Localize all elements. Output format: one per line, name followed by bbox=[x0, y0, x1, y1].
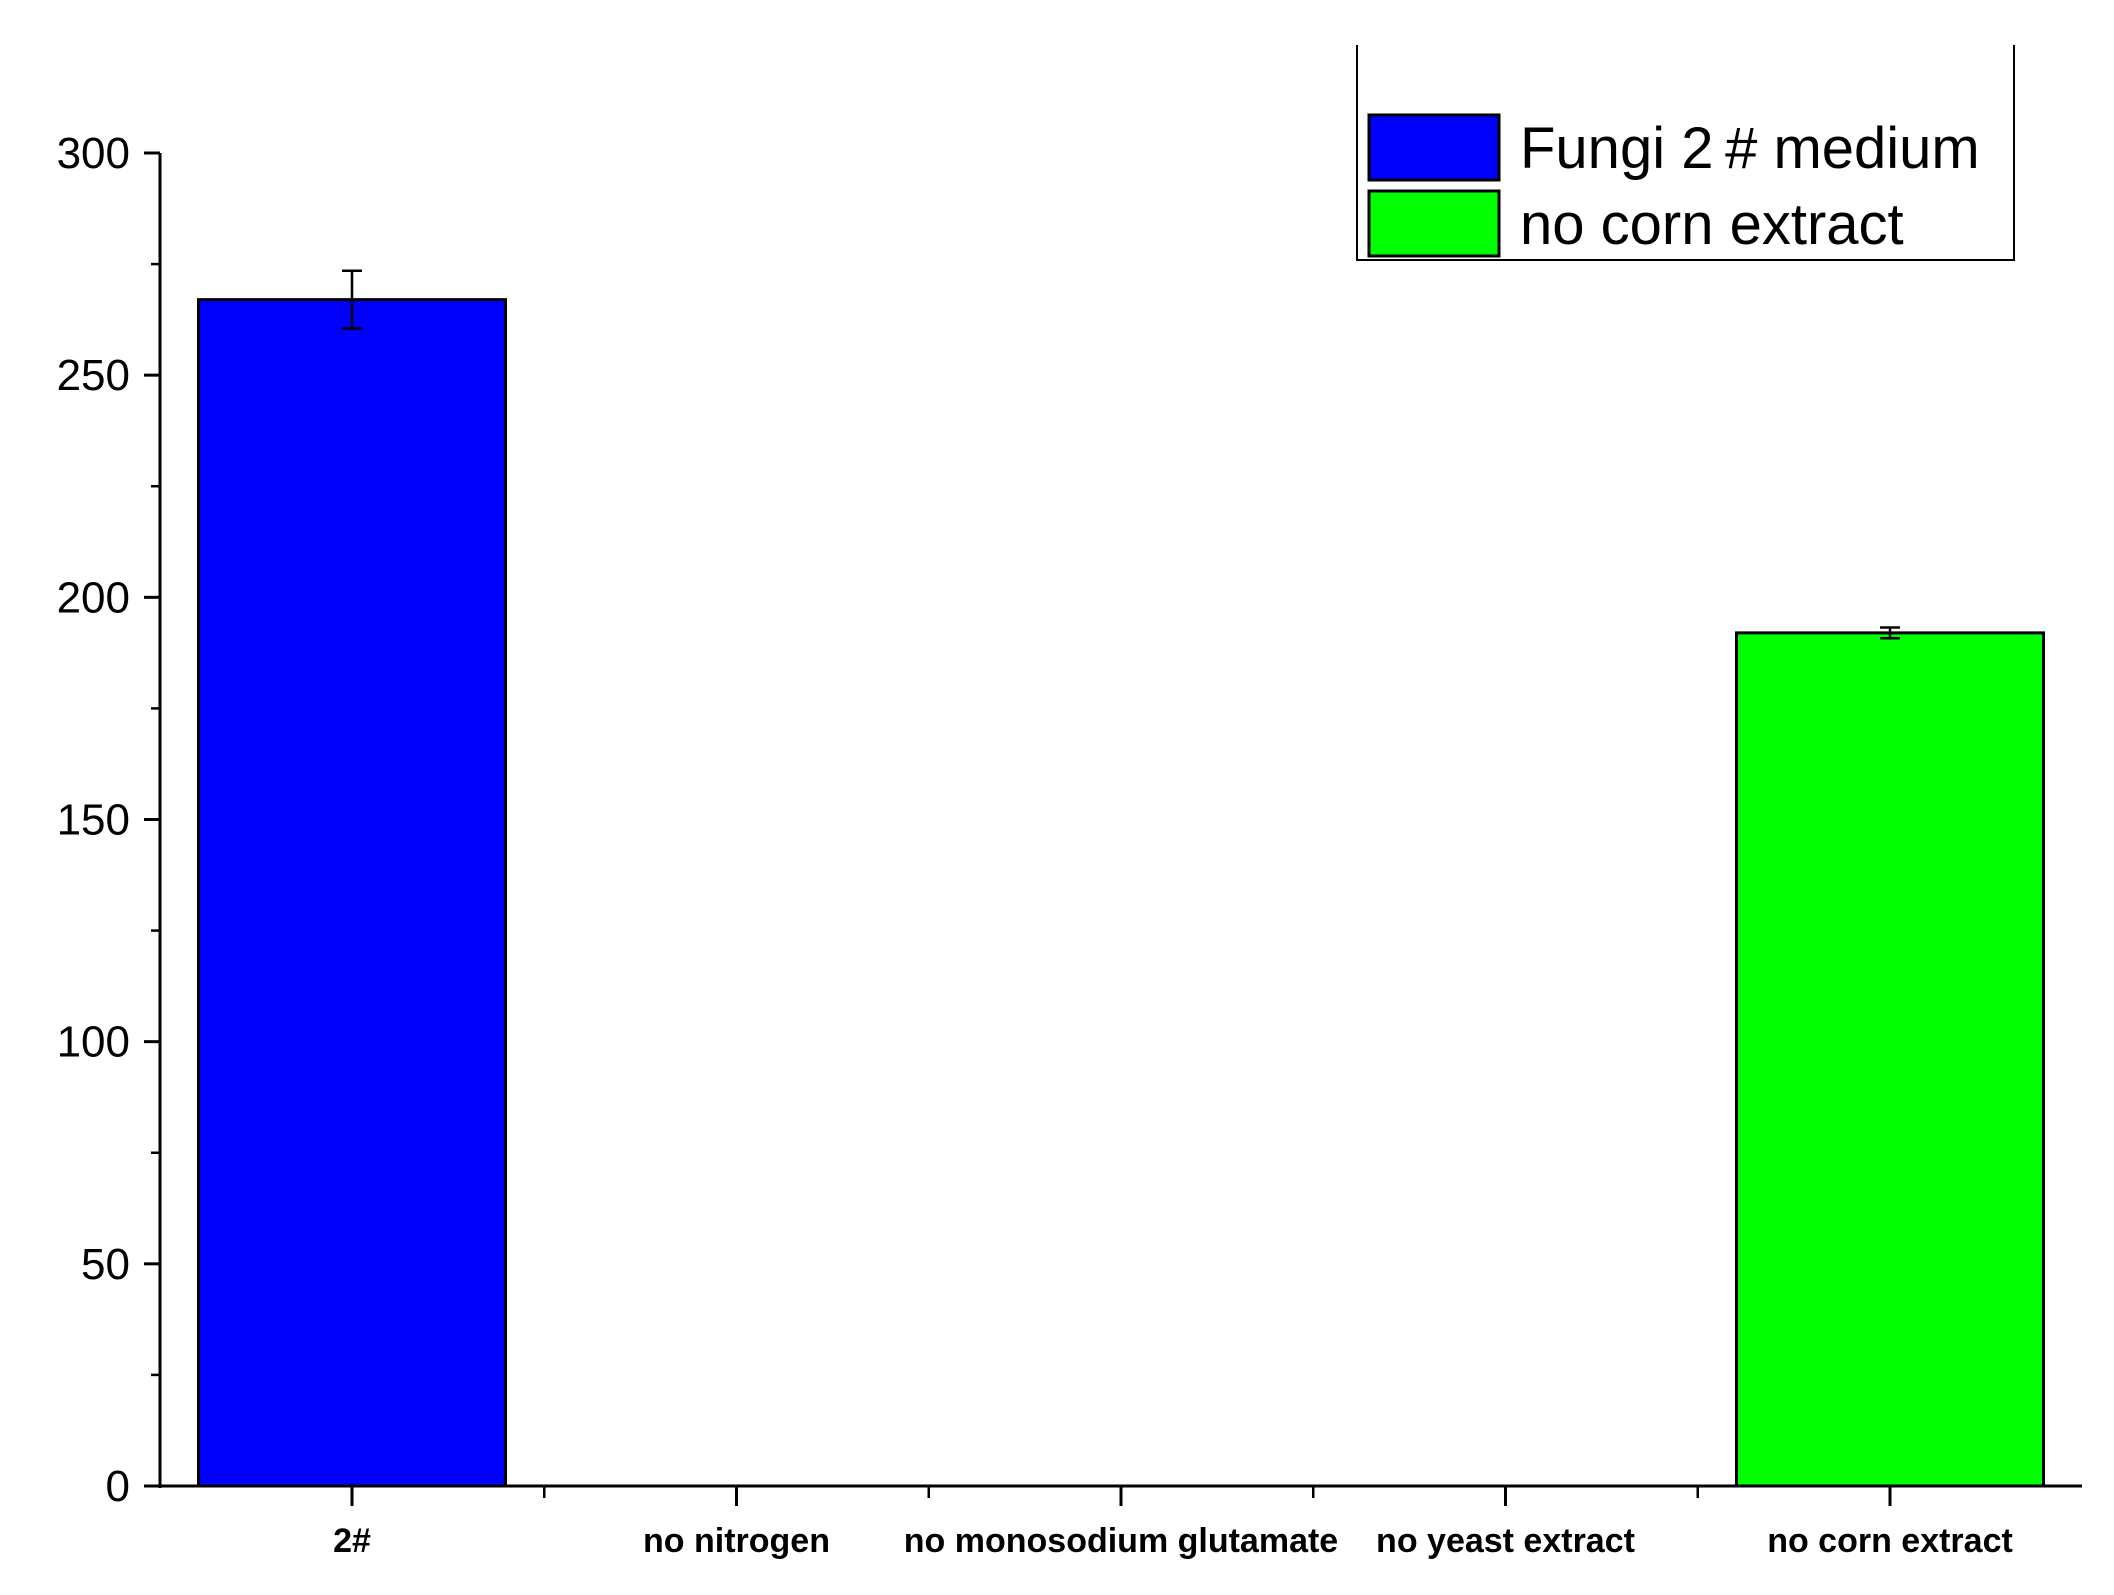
bar-2 bbox=[197, 298, 507, 1488]
x-tick-label: no nitrogen bbox=[643, 1522, 830, 1560]
bar-no-corn-extract bbox=[1735, 631, 2045, 1488]
y-tick-label: 0 bbox=[106, 1462, 130, 1511]
y-tick-label: 150 bbox=[57, 796, 130, 845]
legend-frame bbox=[1356, 45, 2015, 261]
y-tick-label: 200 bbox=[57, 573, 130, 622]
legend-label: no corn extract bbox=[1520, 192, 1904, 257]
legend-swatch bbox=[1367, 189, 1501, 258]
error-bar bbox=[342, 269, 362, 330]
x-tick-label: no corn extract bbox=[1767, 1522, 2013, 1560]
y-tick-label: 50 bbox=[81, 1240, 130, 1289]
y-tick-label: 100 bbox=[57, 1018, 130, 1067]
axes-layer: 0 50 100 150 200 250 300 2# no nitrogen no monoso… bbox=[57, 129, 2082, 1560]
legend-swatch bbox=[1367, 113, 1501, 182]
legend: Fungi 2 # medium no corn extract bbox=[1356, 45, 2015, 261]
x-tick-label: 2# bbox=[333, 1522, 371, 1560]
y-tick-label: 300 bbox=[57, 129, 130, 178]
x-tick-label: no yeast extract bbox=[1376, 1522, 1635, 1560]
y-tick-label: 250 bbox=[57, 351, 130, 400]
error-bars-layer bbox=[342, 269, 1900, 640]
error-bar bbox=[1880, 626, 1900, 640]
legend-label: Fungi 2 # medium bbox=[1520, 116, 1980, 181]
bars-layer bbox=[197, 298, 2045, 1488]
x-tick-label: no monosodium glutamate bbox=[904, 1522, 1338, 1560]
